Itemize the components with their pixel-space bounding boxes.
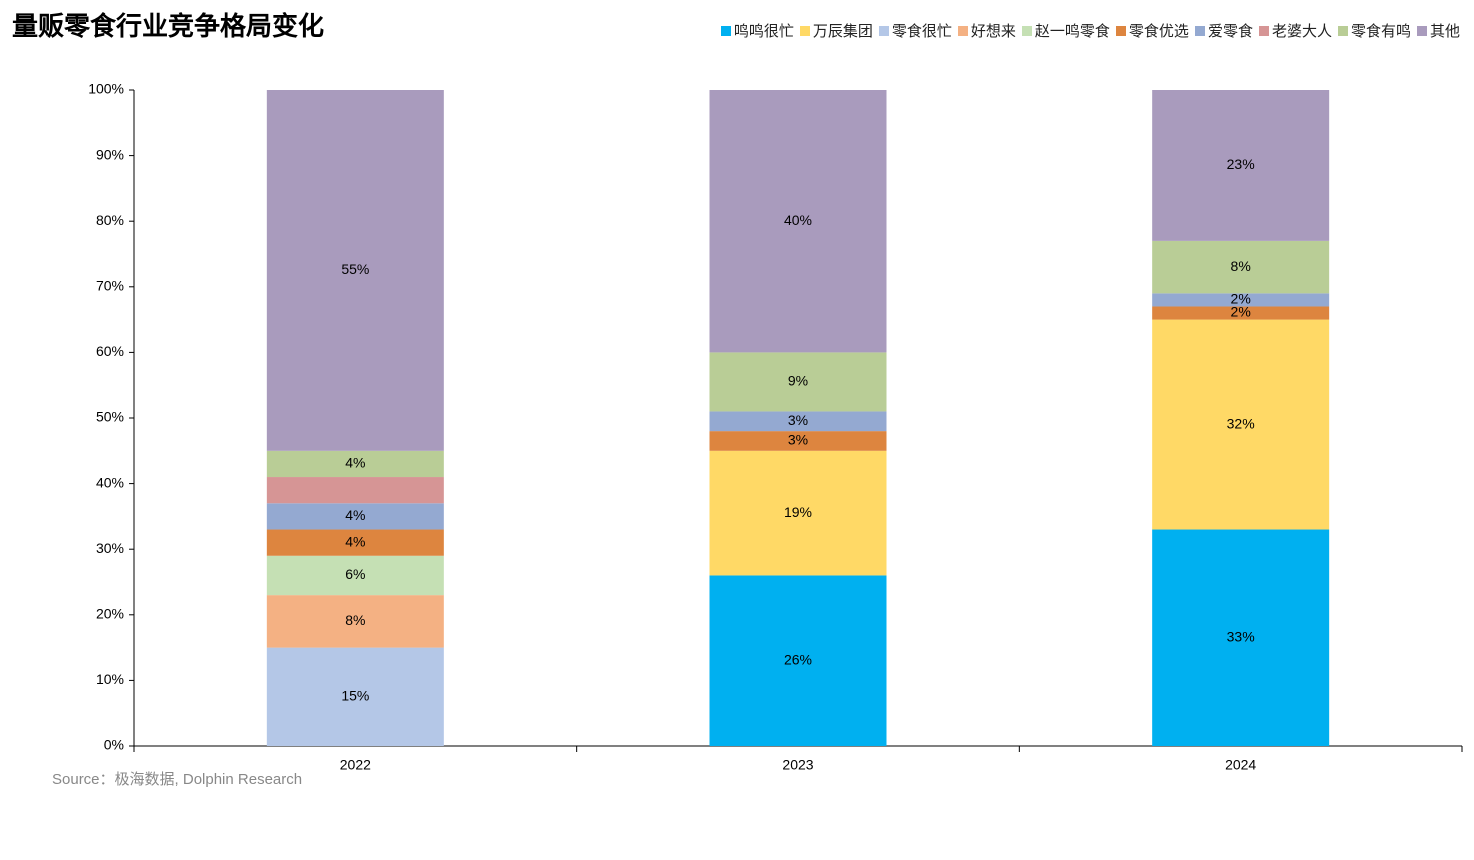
y-tick-label: 90% [96,146,124,162]
chart-title: 量贩零食行业竞争格局变化 [12,11,324,41]
data-label: 2% [1231,291,1251,307]
data-label: 6% [345,566,365,582]
x-tick-label: 2022 [340,757,371,773]
data-label: 40% [784,212,812,228]
legend-swatch [957,25,968,36]
bar-segment [1152,306,1330,320]
legend-label: 零食有鸣 [1350,23,1411,40]
data-label: 4% [345,455,365,471]
legend-label: 爱零食 [1207,23,1253,40]
bar-segment [709,575,887,746]
bar-segment [266,477,444,504]
data-label: 8% [345,612,365,628]
y-tick-label: 70% [96,278,124,294]
legend-swatch [1194,25,1205,36]
data-label: 55% [341,261,369,277]
data-label: 4% [345,507,365,523]
y-tick-label: 50% [96,409,124,425]
legend-label: 老婆大人 [1271,23,1332,40]
data-label: 15% [341,688,369,704]
x-tick-label: 2023 [782,757,813,773]
legend-item: 零食有鸣 [1337,20,1411,41]
y-tick-label: 0% [104,737,124,753]
y-tick-label: 40% [96,474,124,490]
legend-item: 爱零食 [1194,20,1253,41]
y-tick-label: 80% [96,212,124,228]
data-label: 8% [1231,258,1251,274]
bar-segment [266,90,444,451]
legend-swatch [1258,25,1269,36]
legend-item: 好想来 [957,20,1016,41]
legend-label: 赵一鸣零食 [1034,23,1110,40]
data-label: 3% [788,432,808,448]
data-label: 2% [1231,304,1251,320]
legend-swatch [1115,25,1126,36]
bar-segment [709,411,887,432]
legend-label: 其他 [1429,23,1460,40]
legend-swatch [1416,25,1427,36]
y-tick-label: 100% [88,81,124,97]
legend-swatch [720,25,731,36]
legend-swatch [1021,25,1032,36]
data-label: 33% [1227,628,1255,644]
legend-swatch [1337,25,1348,36]
data-label: 32% [1227,415,1255,431]
legend-label: 零食优选 [1128,23,1189,40]
legend-item: 其他 [1416,20,1460,41]
legend-swatch [799,25,810,36]
data-label: 26% [784,651,812,667]
legend-item: 万辰集团 [799,20,873,41]
bar-segment [266,647,444,746]
bar-segment [266,555,444,596]
x-tick-label: 2024 [1225,757,1256,773]
y-tick-label: 20% [96,606,124,622]
source: Source：极海数据, Dolphin Research [52,771,302,788]
bar-segment [1152,319,1330,530]
bar-segment [266,450,444,478]
data-label: 4% [345,533,365,549]
legend-item: 老婆大人 [1258,20,1332,41]
data-label: 19% [784,504,812,520]
legend-swatch [878,25,889,36]
legend-label: 好想来 [970,23,1016,40]
bar-segment [709,352,887,412]
legend-item: 零食很忙 [878,20,952,41]
y-tick-label: 30% [96,540,124,556]
data-label: 3% [788,412,808,428]
bar-segment [1152,90,1330,241]
data-label: 23% [1227,156,1255,172]
bar-segment [1152,293,1330,307]
bar-segment [266,503,444,530]
data-label: 9% [788,373,808,389]
legend-label: 零食很忙 [891,23,952,40]
bar-segment [266,529,444,556]
legend-label: 鸣鸣很忙 [733,23,794,40]
bar-segment [266,595,444,648]
bar-segment [1152,240,1330,294]
legend-item: 赵一鸣零食 [1021,20,1110,41]
y-tick-label: 10% [96,671,124,687]
legend-item: 零食优选 [1115,20,1189,41]
bar-segment [709,431,887,451]
bar-segment [709,450,887,576]
y-tick-label: 60% [96,343,124,359]
bar-segment [1152,529,1330,746]
legend-label: 万辰集团 [812,23,873,40]
legend-item: 鸣鸣很忙 [720,20,794,41]
legend: 鸣鸣很忙 万辰集团 零食很忙 好想来 赵一鸣零食 零食优选 爱零食 老婆大人 零食有鸣 其他 [720,20,1460,41]
bar-segment [709,90,887,353]
